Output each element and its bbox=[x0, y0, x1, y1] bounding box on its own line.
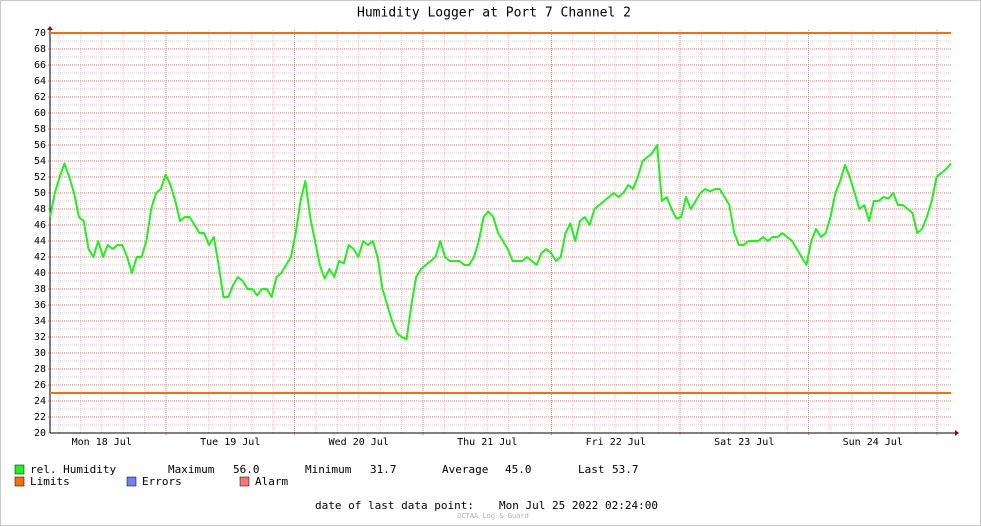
stat-value: 31.7 bbox=[370, 463, 397, 476]
x-tick-label: Fri 22 Jul bbox=[586, 437, 646, 448]
y-tick-label: 48 bbox=[34, 204, 46, 215]
legend-swatch bbox=[14, 476, 25, 487]
y-tick-label: 26 bbox=[34, 380, 46, 391]
legend-label: Errors bbox=[142, 475, 182, 488]
legend-label: Alarm bbox=[255, 475, 288, 488]
x-tick-label: Mon 18 Jul bbox=[72, 437, 132, 448]
y-tick-label: 64 bbox=[34, 76, 46, 87]
x-tick-label: Tue 19 Jul bbox=[200, 437, 260, 448]
stat-value: 45.0 bbox=[505, 463, 532, 476]
x-tick-label: Thu 21 Jul bbox=[457, 437, 517, 448]
x-tick-label: Sun 24 Jul bbox=[843, 437, 903, 448]
humidity-line bbox=[49, 144, 952, 341]
stat-label: Maximum bbox=[168, 463, 215, 476]
y-tick-label: 54 bbox=[34, 156, 46, 167]
x-tick-label: Wed 20 Jul bbox=[329, 437, 389, 448]
y-tick-label: 66 bbox=[34, 60, 46, 71]
y-tick-label: 32 bbox=[34, 332, 46, 343]
stat-value: 56.0 bbox=[233, 463, 260, 476]
legend-swatch bbox=[126, 476, 137, 487]
y-tick-label: 56 bbox=[34, 140, 46, 151]
y-tick-label: 34 bbox=[34, 316, 46, 327]
chart-title: Humidity Logger at Port 7 Channel 2 bbox=[357, 6, 631, 21]
y-tick-label: 46 bbox=[34, 220, 46, 231]
y-tick-label: 22 bbox=[34, 412, 46, 423]
y-tick-label: 52 bbox=[34, 172, 46, 183]
y-tick-label: 30 bbox=[34, 348, 46, 359]
stat-label: Last bbox=[578, 463, 605, 476]
watermark: OCTAA Log & Guard bbox=[457, 512, 529, 520]
x-tick-label: Sat 23 Jul bbox=[714, 437, 774, 448]
x-axis-arrow bbox=[955, 430, 959, 436]
y-axis-arrow bbox=[47, 26, 53, 30]
footer-value: Mon Jul 25 2022 02:24:00 bbox=[499, 499, 658, 512]
legend-label: Limits bbox=[30, 475, 70, 488]
stat-label: Minimum bbox=[305, 463, 352, 476]
y-tick-label: 68 bbox=[34, 44, 46, 55]
y-tick-label: 38 bbox=[34, 284, 46, 295]
y-tick-label: 20 bbox=[34, 428, 46, 439]
stat-label: Average bbox=[442, 463, 488, 476]
legend-swatch bbox=[239, 476, 250, 487]
legend-label: rel. Humidity bbox=[30, 463, 116, 476]
y-tick-label: 24 bbox=[34, 396, 46, 407]
y-tick-label: 60 bbox=[34, 108, 46, 119]
stat-value: 53.7 bbox=[612, 463, 639, 476]
y-tick-label: 50 bbox=[34, 188, 46, 199]
y-tick-label: 36 bbox=[34, 300, 46, 311]
y-tick-label: 28 bbox=[34, 364, 46, 375]
y-tick-label: 40 bbox=[34, 268, 46, 279]
y-tick-label: 58 bbox=[34, 124, 46, 135]
y-tick-label: 44 bbox=[34, 236, 46, 247]
footer-label: date of last data point: bbox=[315, 499, 474, 512]
y-tick-label: 62 bbox=[34, 92, 46, 103]
legend-swatch bbox=[14, 464, 25, 475]
y-tick-label: 42 bbox=[34, 252, 46, 263]
y-tick-label: 70 bbox=[34, 28, 46, 39]
